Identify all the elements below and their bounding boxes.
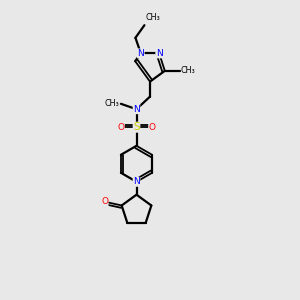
Text: S: S xyxy=(133,122,140,132)
Text: CH₃: CH₃ xyxy=(105,99,119,108)
Text: N: N xyxy=(156,49,163,58)
Text: N: N xyxy=(137,49,144,58)
Text: O: O xyxy=(148,123,156,132)
Text: CH₃: CH₃ xyxy=(181,66,196,75)
Text: CH₃: CH₃ xyxy=(146,13,161,22)
Text: O: O xyxy=(101,197,108,206)
Text: N: N xyxy=(133,105,140,114)
Text: N: N xyxy=(133,177,140,186)
Text: O: O xyxy=(117,123,124,132)
